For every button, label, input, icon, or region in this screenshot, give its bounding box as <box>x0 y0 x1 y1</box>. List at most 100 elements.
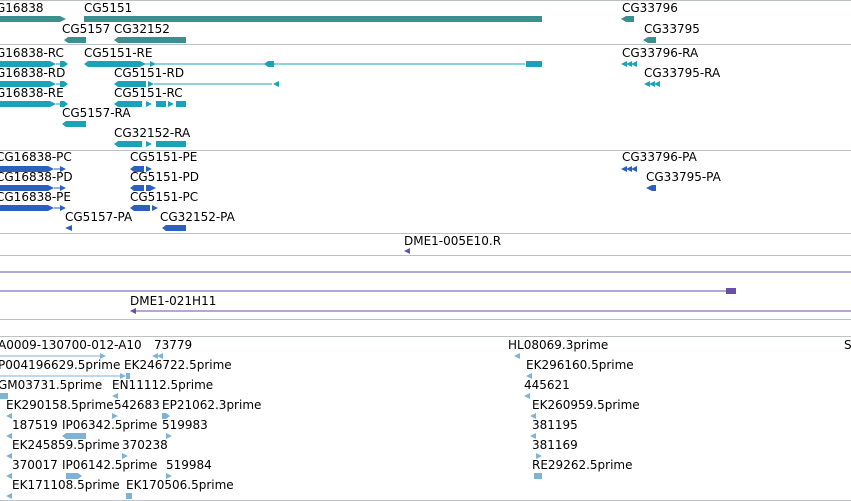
est-label: 542683 <box>114 398 160 412</box>
track-separator <box>0 150 851 151</box>
est-re29262[interactable] <box>534 473 542 479</box>
mrna-label: CG5157-RA <box>62 106 131 120</box>
protein-cg5151-pe[interactable] <box>130 166 152 172</box>
est-label: EP21062.3prime <box>162 398 262 412</box>
est-ek245859[interactable] <box>6 453 12 459</box>
est-ek260959[interactable] <box>530 413 536 419</box>
est-label: GM03731.5prime <box>0 378 103 392</box>
probe-label: DME1-005E10.R <box>404 234 502 248</box>
mrna-g16838-re[interactable] <box>0 101 68 107</box>
est-ip06142[interactable] <box>66 473 82 479</box>
est-p004196629[interactable] <box>0 373 130 379</box>
gene-label: CG33795 <box>644 22 700 36</box>
protein-cg16838-pc[interactable] <box>0 166 66 172</box>
est-542683[interactable] <box>112 413 118 419</box>
est-label: EK171108.5prime <box>12 478 120 492</box>
gene-cg33795[interactable] <box>643 37 656 43</box>
est-445621[interactable] <box>524 393 530 399</box>
est-label: EN11112.5prime <box>112 378 214 392</box>
mrna-cg5157-ra[interactable] <box>62 121 86 127</box>
est-label: EK296160.5prime <box>526 358 634 372</box>
est-label: 187519 <box>12 418 58 432</box>
est-370017[interactable] <box>6 473 12 479</box>
protein-features <box>0 166 656 231</box>
protein-cg32152-pa[interactable] <box>162 225 186 231</box>
mrna-cg5151-rc[interactable] <box>114 101 186 107</box>
gene-cg5157[interactable] <box>64 37 86 43</box>
protein-label: CG16838-PE <box>0 190 71 204</box>
probe-dme1-021h11[interactable] <box>130 308 851 314</box>
protein-label: CG5151-PE <box>130 150 198 164</box>
gene-features <box>0 16 656 43</box>
protein-label: CG5151-PC <box>130 190 199 204</box>
est-370238[interactable] <box>122 453 128 459</box>
probe-span-2[interactable] <box>0 288 736 294</box>
mrna-label: G16838-RE <box>0 86 64 100</box>
protein-label: CG16838-PC <box>0 150 72 164</box>
protein-label: CG33795-PA <box>646 170 721 184</box>
mrna-cg33795-ra[interactable] <box>644 81 660 87</box>
est-label: 73779 <box>154 338 193 352</box>
protein-cg33796-pa[interactable] <box>621 166 637 172</box>
est-ip06342[interactable] <box>62 433 86 439</box>
est-ek290158[interactable] <box>6 413 12 419</box>
est-label: HL08069.3prime <box>508 338 609 352</box>
est-ek170506[interactable] <box>126 493 132 499</box>
mrna-cg33796-ra[interactable] <box>621 61 637 67</box>
track-separator <box>0 336 851 337</box>
mrna-label: CG5151-RE <box>84 46 153 60</box>
mrna-cg5151-rd[interactable] <box>114 81 279 87</box>
mrna-g16838-rd[interactable] <box>0 81 68 87</box>
protein-label: CG16838-PD <box>0 170 73 184</box>
mrna-g16838-rc[interactable] <box>0 61 68 67</box>
est-ek296160[interactable] <box>526 373 532 379</box>
est-a0009[interactable] <box>0 353 106 359</box>
mrna-label: CG5151-RC <box>114 86 183 100</box>
est-ep21062[interactable] <box>162 413 170 419</box>
protein-cg33795-pa[interactable] <box>646 185 656 191</box>
gene-label: CG32152 <box>114 22 170 36</box>
est-label: A0009-130700-012-A10 <box>0 338 142 352</box>
gene-label: CG5157 <box>62 22 111 36</box>
mrna-label: CG5151-RD <box>114 66 185 80</box>
est-381169[interactable] <box>536 453 542 459</box>
gene-label: CG5151 <box>84 1 133 15</box>
est-label: EK260959.5prime <box>532 398 640 412</box>
protein-cg16838-pd[interactable] <box>0 185 66 191</box>
protein-cg5157-pa[interactable] <box>65 225 72 231</box>
est-label: EK245859.5prime <box>12 438 120 452</box>
est-label: EK290158.5prime <box>6 398 114 412</box>
probe-features <box>0 248 851 314</box>
est-ek171108[interactable] <box>6 493 12 499</box>
est-label: EK170506.5prime <box>126 478 234 492</box>
est-label: 370017 <box>12 458 58 472</box>
est-hl08069[interactable] <box>514 353 520 359</box>
est-en11112[interactable] <box>112 393 118 399</box>
est-519983[interactable] <box>166 433 172 439</box>
gene-cg5151[interactable] <box>84 16 542 22</box>
mrna-cg5151-re[interactable] <box>84 61 542 67</box>
protein-cg16838-pe[interactable] <box>0 205 66 211</box>
est-label: 519983 <box>162 418 208 432</box>
protein-cg5151-pd[interactable] <box>130 185 156 191</box>
track-separator <box>0 319 851 320</box>
est-label: S <box>844 338 851 352</box>
gene-g16838[interactable] <box>0 16 66 22</box>
mrna-cg32152-ra[interactable] <box>114 141 186 147</box>
est-187519[interactable] <box>6 433 12 439</box>
protein-cg5151-pc[interactable] <box>130 205 158 211</box>
est-gm03731[interactable] <box>0 393 8 399</box>
probe-label: DME1-021H11 <box>130 294 217 308</box>
est-381195[interactable] <box>530 433 536 439</box>
mrna-label: G16838-RD <box>0 66 66 80</box>
est-519984[interactable] <box>166 473 172 479</box>
est-label: 381195 <box>532 418 578 432</box>
est-73779[interactable] <box>152 353 163 359</box>
gene-cg33796[interactable] <box>621 16 634 22</box>
gene-cg32152[interactable] <box>114 37 186 43</box>
est-label: IP06342.5prime <box>62 418 158 432</box>
protein-label: CG5151-PD <box>130 170 200 184</box>
track-separator <box>0 0 851 1</box>
probe-dme1-005e10-r[interactable] <box>404 248 410 254</box>
